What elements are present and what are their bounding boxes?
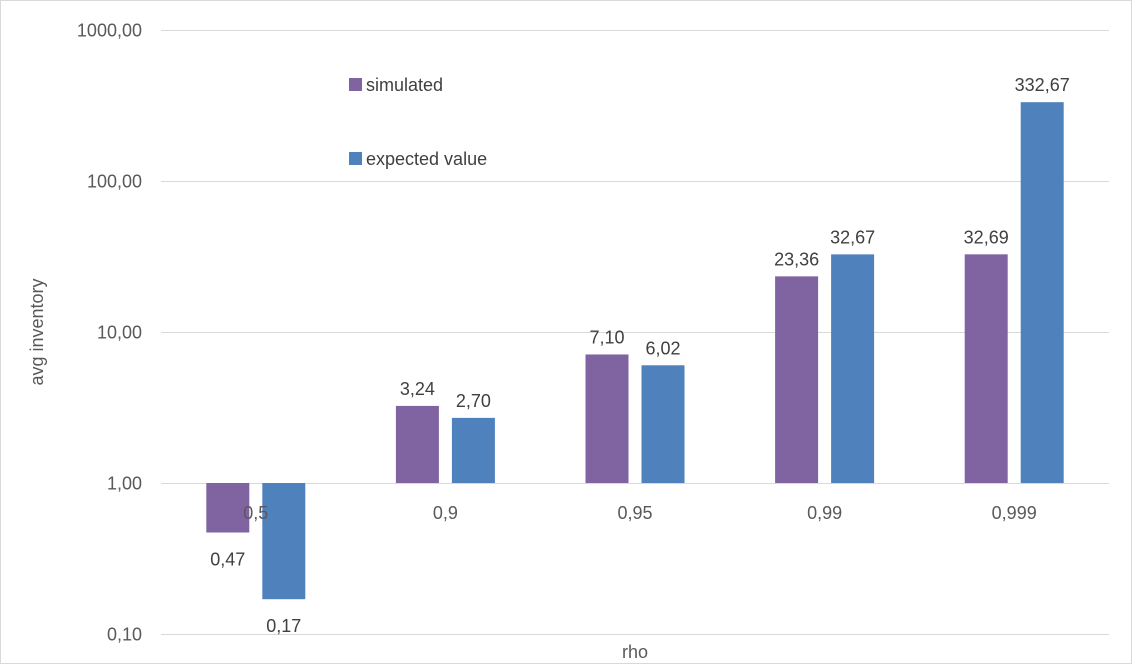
x-category-label: 0,999: [992, 503, 1037, 523]
bar-expected-value: [1020, 102, 1064, 484]
x-axis-title: rho: [622, 642, 648, 662]
bars: [206, 102, 1064, 600]
data-label: 32,69: [964, 227, 1009, 247]
bar-simulated: [395, 405, 439, 483]
y-axis-title: avg inventory: [27, 278, 47, 385]
bar-simulated: [775, 276, 819, 483]
legend-swatch: [349, 78, 362, 91]
legend-swatch: [349, 152, 362, 165]
bar-simulated: [585, 354, 629, 483]
bar-simulated: [964, 254, 1008, 483]
legend: simulated expected value: [349, 75, 487, 169]
data-labels: 0,47 0,17 3,24 2,70 7,10 6,02 23,36 32,67 32,69 3…: [210, 75, 1069, 636]
x-axis-categories: 0,5 0,9 0,95 0,99 0,999: [243, 503, 1036, 523]
bar-simulated: [206, 483, 250, 533]
bar-expected-value: [831, 254, 875, 483]
data-label: 332,67: [1015, 75, 1070, 95]
x-category-label: 0,5: [243, 503, 268, 523]
x-category-label: 0,9: [433, 503, 458, 523]
legend-label: simulated: [366, 75, 443, 95]
data-label: 0,17: [266, 616, 301, 636]
data-label: 3,24: [400, 379, 435, 399]
y-axis-ticks: 0,10 1,00 10,00 100,00 1000,00: [77, 21, 142, 645]
bar-expected-value: [641, 365, 685, 483]
x-category-label: 0,99: [807, 503, 842, 523]
data-label: 23,36: [774, 249, 819, 269]
y-tick-label: 1,00: [107, 474, 142, 494]
y-tick-label: 1000,00: [77, 21, 142, 41]
y-tick-label: 100,00: [87, 172, 142, 192]
legend-label: expected value: [366, 149, 487, 169]
data-label: 6,02: [645, 338, 680, 358]
data-label: 0,47: [210, 550, 245, 570]
y-tick-label: 10,00: [97, 323, 142, 343]
bar-expected-value: [262, 483, 306, 600]
gridlines: [161, 30, 1109, 635]
bar-expected-value: [451, 417, 495, 483]
x-category-label: 0,95: [617, 503, 652, 523]
data-label: 7,10: [589, 327, 624, 347]
data-label: 2,70: [456, 391, 491, 411]
y-tick-label: 0,10: [107, 625, 142, 645]
data-label: 32,67: [830, 227, 875, 247]
